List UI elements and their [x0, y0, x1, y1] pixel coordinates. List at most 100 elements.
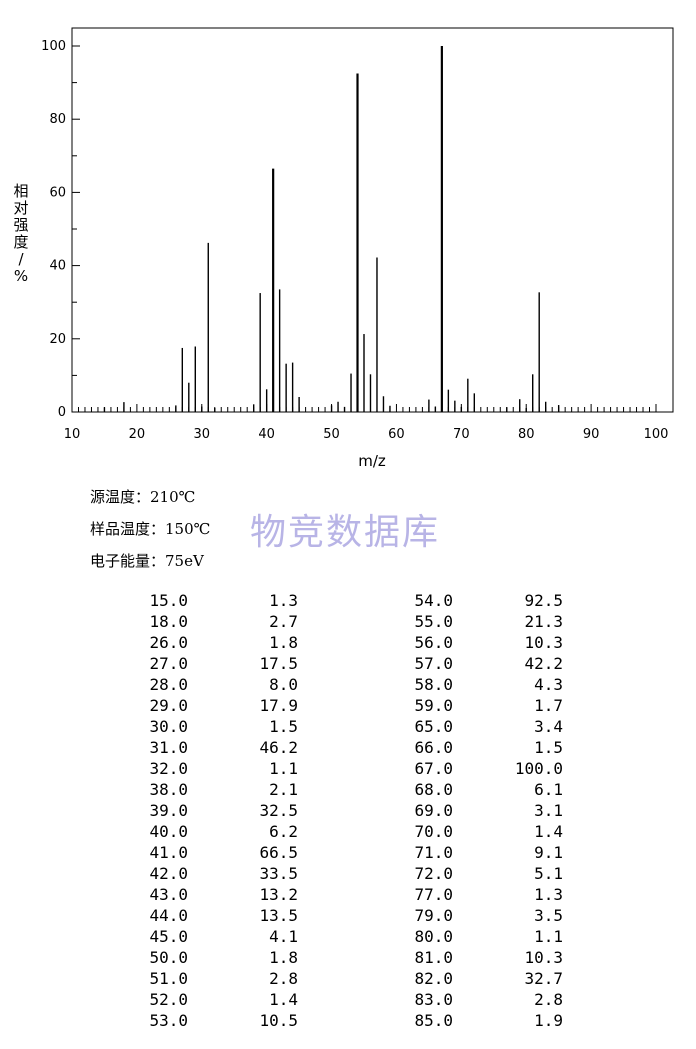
table-row: 15.0 1.3 — [108, 590, 298, 611]
table-row: 83.0 2.8 — [373, 989, 563, 1010]
mz-value: 38.0 — [149, 780, 188, 799]
y-tick-label: 20 — [49, 332, 66, 347]
table-row: 69.0 3.1 — [373, 800, 563, 821]
table-row: 55.0 21.3 — [373, 611, 563, 632]
intensity-value: 10.5 — [259, 1011, 298, 1030]
intensity-value: 1.8 — [269, 633, 298, 652]
intensity-value: 33.5 — [259, 864, 298, 883]
intensity-value: 3.5 — [534, 906, 563, 925]
intensity-value: 4.3 — [534, 675, 563, 694]
mz-value: 81.0 — [414, 948, 453, 967]
intensity-value: 21.3 — [524, 612, 563, 631]
table-row: 53.0 10.5 — [108, 1010, 298, 1031]
intensity-value: 4.1 — [269, 927, 298, 946]
intensity-value: 5.1 — [534, 864, 563, 883]
table-row: 45.0 4.1 — [108, 926, 298, 947]
x-tick-label: 90 — [583, 427, 600, 442]
table-row: 77.0 1.3 — [373, 884, 563, 905]
x-tick-label: 10 — [64, 427, 81, 442]
table-row: 44.0 13.5 — [108, 905, 298, 926]
intensity-value: 1.3 — [534, 885, 563, 904]
intensity-value: 2.8 — [269, 969, 298, 988]
intensity-value: 92.5 — [524, 591, 563, 610]
intensity-value: 1.5 — [269, 717, 298, 736]
table-row: 39.0 32.5 — [108, 800, 298, 821]
table-row: 18.0 2.7 — [108, 611, 298, 632]
table-row: 70.0 1.4 — [373, 821, 563, 842]
intensity-value: 1.7 — [534, 696, 563, 715]
peak-table-left: 15.0 1.3 18.0 2.7 26.0 1.8 27.0 17.5 28.0 8.0 29.0… — [108, 590, 298, 1031]
mz-value: 71.0 — [414, 843, 453, 862]
intensity-value: 3.1 — [534, 801, 563, 820]
table-row: 51.0 2.8 — [108, 968, 298, 989]
table-row: 43.0 13.2 — [108, 884, 298, 905]
mz-value: 40.0 — [149, 822, 188, 841]
plot-frame — [71, 27, 674, 413]
intensity-value: 46.2 — [259, 738, 298, 757]
table-row: 41.0 66.5 — [108, 842, 298, 863]
mz-value: 51.0 — [149, 969, 188, 988]
mz-value: 69.0 — [414, 801, 453, 820]
table-row: 50.0 1.8 — [108, 947, 298, 968]
mz-value: 77.0 — [414, 885, 453, 904]
sample-temperature: 样品温度：150℃ — [90, 520, 211, 538]
electron-energy: 电子能量：75eV — [90, 552, 204, 570]
mz-value: 50.0 — [149, 948, 188, 967]
mz-value: 54.0 — [414, 591, 453, 610]
table-row: 42.0 33.5 — [108, 863, 298, 884]
table-row: 82.0 32.7 — [373, 968, 563, 989]
intensity-value: 1.1 — [534, 927, 563, 946]
x-tick-label: 60 — [388, 427, 405, 442]
intensity-value: 8.0 — [269, 675, 298, 694]
x-axis-label: m/z — [358, 452, 386, 470]
mz-value: 58.0 — [414, 675, 453, 694]
table-row: 52.0 1.4 — [108, 989, 298, 1010]
intensity-value: 2.8 — [534, 990, 563, 1009]
intensity-value: 66.5 — [259, 843, 298, 862]
table-row: 26.0 1.8 — [108, 632, 298, 653]
intensity-value: 100.0 — [514, 759, 563, 778]
mz-value: 68.0 — [414, 780, 453, 799]
intensity-value: 6.1 — [534, 780, 563, 799]
mz-value: 15.0 — [149, 591, 188, 610]
mz-value: 72.0 — [414, 864, 453, 883]
source-temperature: 源温度：210℃ — [90, 488, 196, 506]
mz-value: 82.0 — [414, 969, 453, 988]
peak-table-right: 54.0 92.5 55.0 21.3 56.0 10.3 57.0 42.2 58.0 4.3 5… — [373, 590, 563, 1031]
intensity-value: 1.4 — [269, 990, 298, 1009]
mz-value: 32.0 — [149, 759, 188, 778]
intensity-value: 1.5 — [534, 738, 563, 757]
intensity-value: 42.2 — [524, 654, 563, 673]
mz-value: 41.0 — [149, 843, 188, 862]
table-row: 32.0 1.1 — [108, 758, 298, 779]
table-row: 38.0 2.1 — [108, 779, 298, 800]
table-row: 30.0 1.5 — [108, 716, 298, 737]
intensity-value: 32.7 — [524, 969, 563, 988]
y-tick-label: 100 — [41, 39, 66, 54]
y-tick-label: 80 — [49, 112, 66, 127]
intensity-value: 1.3 — [269, 591, 298, 610]
mz-value: 85.0 — [414, 1011, 453, 1030]
table-row: 67.0 100.0 — [373, 758, 563, 779]
table-row: 29.0 17.9 — [108, 695, 298, 716]
intensity-value: 1.4 — [534, 822, 563, 841]
table-row: 66.0 1.5 — [373, 737, 563, 758]
table-row: 27.0 17.5 — [108, 653, 298, 674]
mz-value: 44.0 — [149, 906, 188, 925]
mz-value: 28.0 — [149, 675, 188, 694]
mz-value: 31.0 — [149, 738, 188, 757]
mz-value: 45.0 — [149, 927, 188, 946]
table-row: 54.0 92.5 — [373, 590, 563, 611]
mz-value: 83.0 — [414, 990, 453, 1009]
mz-value: 53.0 — [149, 1011, 188, 1030]
intensity-value: 1.9 — [534, 1011, 563, 1030]
intensity-value: 6.2 — [269, 822, 298, 841]
x-tick-label: 40 — [258, 427, 275, 442]
intensity-value: 32.5 — [259, 801, 298, 820]
mz-value: 66.0 — [414, 738, 453, 757]
mz-value: 56.0 — [414, 633, 453, 652]
intensity-value: 3.4 — [534, 717, 563, 736]
mz-value: 27.0 — [149, 654, 188, 673]
y-tick-label: 60 — [49, 185, 66, 200]
mass-spectrum-chart: 10 20 30 40 50 60 70 80 90 100 0 20 40 60 80 100 m/z 相对强度… — [13, 27, 674, 470]
